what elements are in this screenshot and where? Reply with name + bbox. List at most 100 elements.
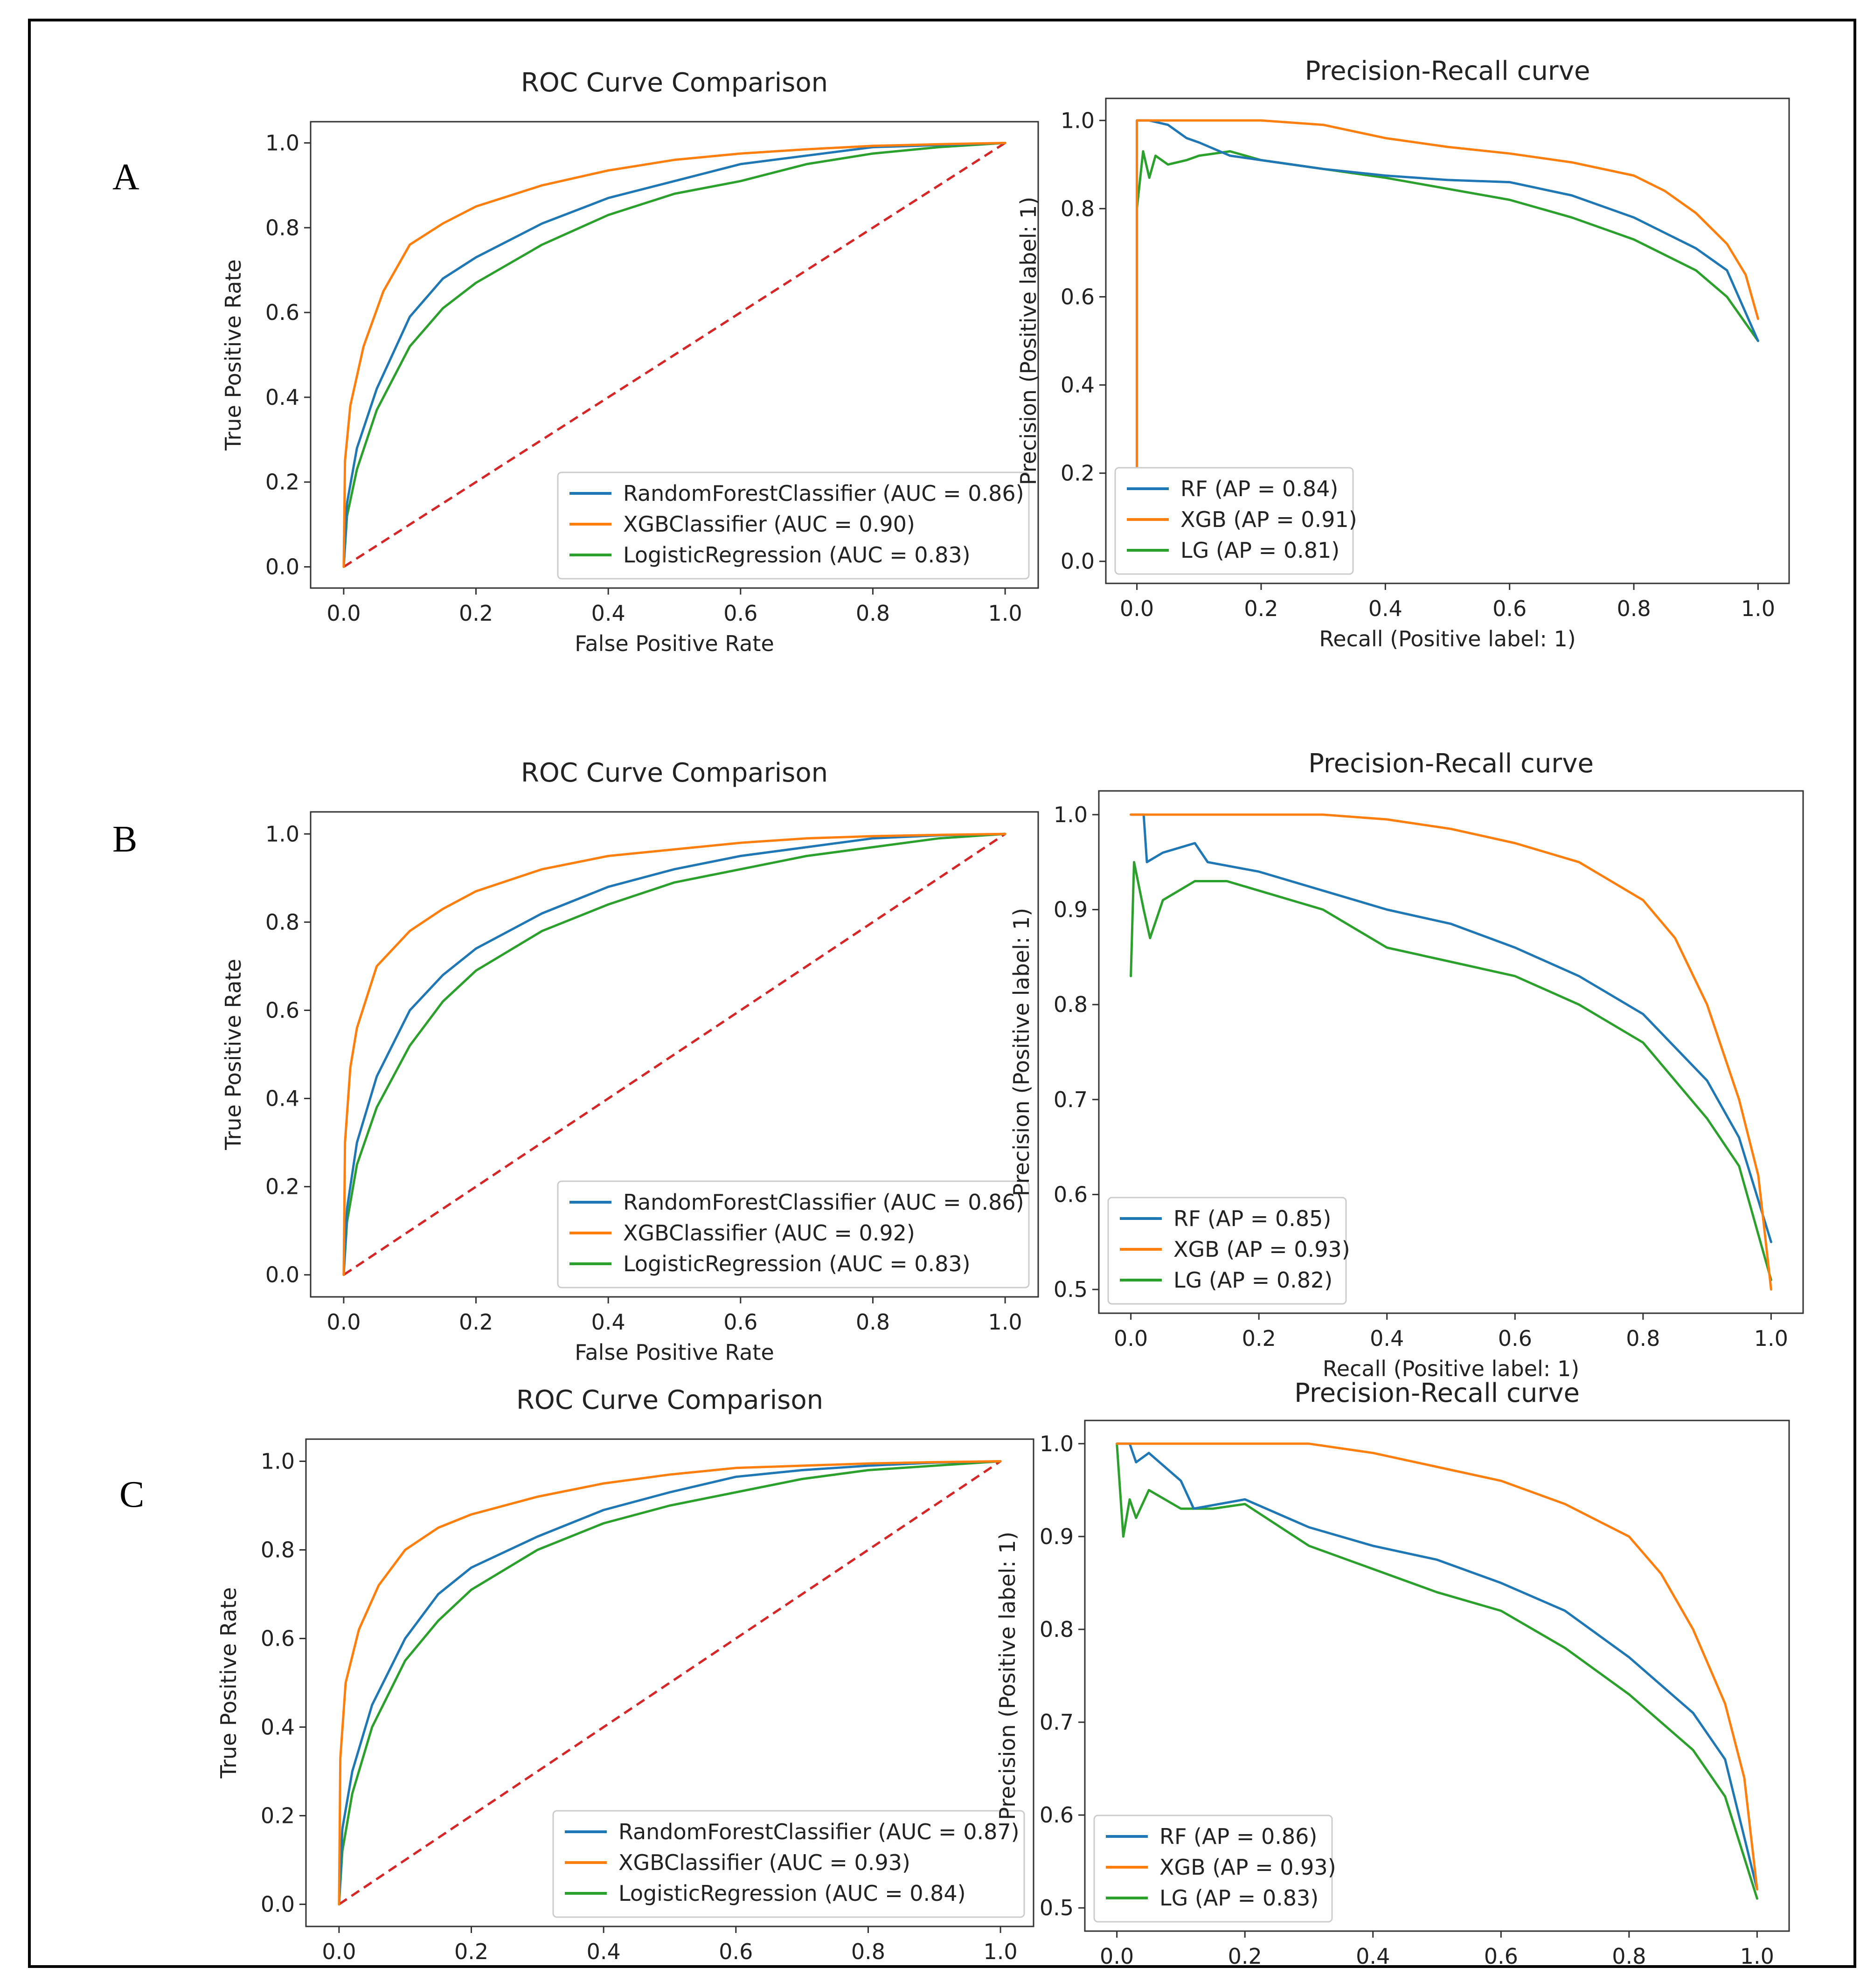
legend-label-rf: RandomForestClassifier (AUC = 0.86) — [623, 1190, 1024, 1215]
x-tick-label: 0.4 — [1368, 596, 1402, 621]
x-axis-label-a-pr: Recall (Positive label: 1) — [1319, 626, 1576, 651]
y-tick-label: 0.6 — [265, 997, 299, 1023]
series-line-xgb — [1116, 1442, 1758, 1891]
x-tick-label: 0.8 — [1612, 1944, 1646, 1965]
legend-box-b-pr — [1107, 1197, 1347, 1305]
y-tick-label: 1.0 — [261, 1449, 295, 1474]
series-line-rf — [1136, 119, 1759, 563]
legend-label-lg: LG (AP = 0.82) — [1173, 1268, 1333, 1293]
chart-title-b-roc: ROC Curve Comparison — [521, 758, 828, 788]
series-line-xgb — [338, 1460, 1002, 1905]
x-tick-label: 0.6 — [1492, 596, 1527, 621]
y-tick-label: 0.0 — [265, 1262, 299, 1288]
legend-label-lg: LG (AP = 0.83) — [1159, 1885, 1319, 1911]
x-tick-label: 0.0 — [1100, 1944, 1134, 1965]
x-tick-label: 0.8 — [856, 1309, 890, 1335]
legend-box-c-roc — [552, 1810, 1025, 1918]
series-line-lg — [338, 1460, 1002, 1905]
y-tick-label: 0.4 — [265, 385, 299, 410]
y-tick-label: 0.8 — [265, 909, 299, 935]
y-tick-label: 0.2 — [261, 1803, 295, 1829]
x-tick-label: 0.6 — [723, 1309, 757, 1335]
legend-label-rf: RF (AP = 0.86) — [1159, 1824, 1317, 1849]
legend-label-rf: RandomForestClassifier (AUC = 0.86) — [623, 481, 1024, 506]
y-tick-label: 0.4 — [261, 1715, 295, 1740]
x-tick-label: 1.0 — [1741, 596, 1775, 621]
y-tick-label: 0.6 — [261, 1626, 295, 1651]
x-tick-label: 0.4 — [587, 1939, 621, 1964]
y-tick-label: 0.4 — [265, 1086, 299, 1111]
series-line-lg — [342, 832, 1006, 1276]
y-tick-label: 1.0 — [1061, 108, 1095, 133]
chance-diagonal-line — [343, 142, 1006, 568]
y-tick-label: 1.0 — [1054, 802, 1088, 827]
y-axis-label-c-pr: Precision (Positive label: 1) — [995, 1531, 1020, 1820]
legend-label-rf: RF (AP = 0.84) — [1180, 476, 1338, 501]
x-tick-label: 0.8 — [856, 601, 890, 626]
row-label-c: C — [119, 1474, 144, 1515]
x-tick-label: 0.4 — [591, 601, 625, 626]
x-tick-label: 0.8 — [851, 1939, 885, 1964]
x-tick-label: 0.0 — [1120, 596, 1154, 621]
series-line-xgb — [1136, 119, 1759, 563]
x-tick-label: 0.2 — [1228, 1944, 1262, 1965]
legend-label-lg: LG (AP = 0.81) — [1180, 538, 1340, 563]
x-tick-label: 0.0 — [326, 601, 361, 626]
legend-label-xgb: XGBClassifier (AUC = 0.90) — [623, 512, 915, 537]
legend-label-xgb: XGB (AP = 0.91) — [1180, 507, 1357, 532]
y-axis-label-c-roc: True Positive Rate — [216, 1587, 241, 1779]
x-tick-label: 0.2 — [1244, 596, 1278, 621]
y-tick-label: 0.9 — [1054, 897, 1088, 922]
x-tick-label: 1.0 — [984, 1939, 1018, 1964]
series-line-lg — [1130, 861, 1772, 1281]
y-tick-label: 0.5 — [1054, 1277, 1088, 1302]
legend-label-xgb: XGBClassifier (AUC = 0.93) — [618, 1850, 910, 1875]
y-tick-label: 0.2 — [1061, 461, 1095, 486]
legend-label-lg: LogisticRegression (AUC = 0.83) — [623, 542, 971, 568]
y-tick-label: 0.0 — [261, 1892, 295, 1917]
series-line-rf — [338, 1460, 1002, 1905]
row-label-b: B — [112, 819, 137, 860]
series-line-rf — [342, 142, 1006, 568]
series-line-rf — [342, 832, 1006, 1276]
y-tick-label: 1.0 — [265, 130, 299, 155]
x-tick-label: 0.4 — [1356, 1944, 1390, 1965]
series-line-xgb — [342, 142, 1006, 568]
x-tick-label: 0.2 — [459, 1309, 493, 1335]
y-tick-label: 0.6 — [1040, 1802, 1074, 1828]
x-tick-label: 0.6 — [723, 601, 757, 626]
series-line-lg — [1116, 1442, 1758, 1900]
x-tick-label: 0.6 — [719, 1939, 753, 1964]
x-tick-label: 0.0 — [322, 1939, 356, 1964]
chart-title-c-roc: ROC Curve Comparison — [516, 1385, 823, 1415]
x-tick-label: 0.2 — [454, 1939, 488, 1964]
chance-diagonal-line — [338, 1460, 1001, 1905]
legend-box-a-pr — [1114, 467, 1354, 575]
x-tick-label: 0.0 — [1114, 1326, 1148, 1351]
x-tick-label: 1.0 — [988, 601, 1022, 626]
legend-label-rf: RF (AP = 0.85) — [1173, 1206, 1331, 1231]
x-tick-label: 0.6 — [1498, 1326, 1532, 1351]
y-tick-label: 1.0 — [265, 821, 299, 846]
chart-title-c-pr: Precision-Recall curve — [1294, 1378, 1580, 1408]
legend-label-xgb: XGB (AP = 0.93) — [1159, 1855, 1336, 1880]
x-tick-label: 0.4 — [1370, 1326, 1404, 1351]
y-tick-label: 0.2 — [265, 470, 299, 495]
y-tick-label: 0.5 — [1040, 1895, 1074, 1920]
legend-box-b-roc — [557, 1180, 1030, 1288]
legend-label-lg: LogisticRegression (AUC = 0.84) — [618, 1881, 966, 1906]
y-tick-label: 0.7 — [1054, 1087, 1088, 1112]
chart-title-a-roc: ROC Curve Comparison — [521, 68, 828, 98]
y-tick-label: 0.8 — [265, 215, 299, 240]
x-tick-label: 1.0 — [1740, 1944, 1774, 1965]
y-tick-label: 0.6 — [265, 300, 299, 325]
y-tick-label: 0.9 — [1040, 1524, 1074, 1549]
x-tick-label: 0.4 — [591, 1309, 625, 1335]
y-axis-label-a-roc: True Positive Rate — [221, 259, 246, 451]
y-tick-label: 0.4 — [1061, 373, 1095, 398]
legend-label-rf: RandomForestClassifier (AUC = 0.87) — [618, 1819, 1020, 1844]
y-axis-label-b-roc: True Positive Rate — [221, 959, 246, 1150]
y-tick-label: 0.6 — [1061, 284, 1095, 309]
y-axis-label-b-pr: Precision (Positive label: 1) — [1009, 908, 1034, 1196]
figure-canvas: A B C ROC Curve Comparison 0.0 0.2 0.4 0.6 0.… — [112, 56, 1804, 1965]
